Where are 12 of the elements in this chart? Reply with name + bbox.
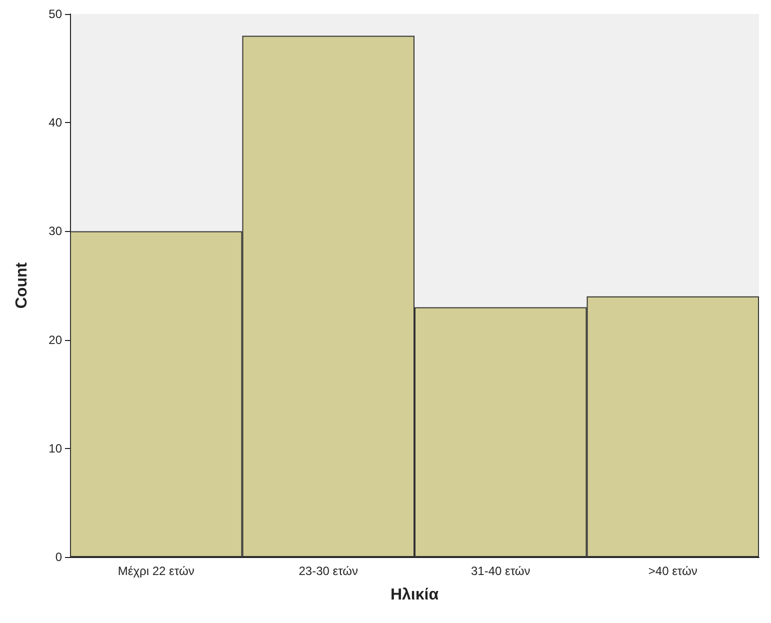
y-tick-label: 10 bbox=[48, 441, 62, 456]
y-tick-label: 40 bbox=[48, 116, 62, 130]
x-tick-label: 23-30 ετών bbox=[298, 564, 358, 578]
y-tick-label: 30 bbox=[48, 224, 62, 238]
x-axis-title: Ηλικία bbox=[390, 586, 439, 604]
y-tick-label: 20 bbox=[48, 332, 62, 347]
x-tick-label: Μέχρι 22 ετών bbox=[118, 564, 194, 578]
y-tick-label: 0 bbox=[55, 550, 62, 564]
x-tick-label: 31-40 ετών bbox=[470, 564, 530, 578]
y-axis-title: Count bbox=[14, 262, 30, 309]
x-tick-label: >40 ετών bbox=[648, 564, 698, 578]
y-tick-label: 50 bbox=[48, 7, 62, 21]
